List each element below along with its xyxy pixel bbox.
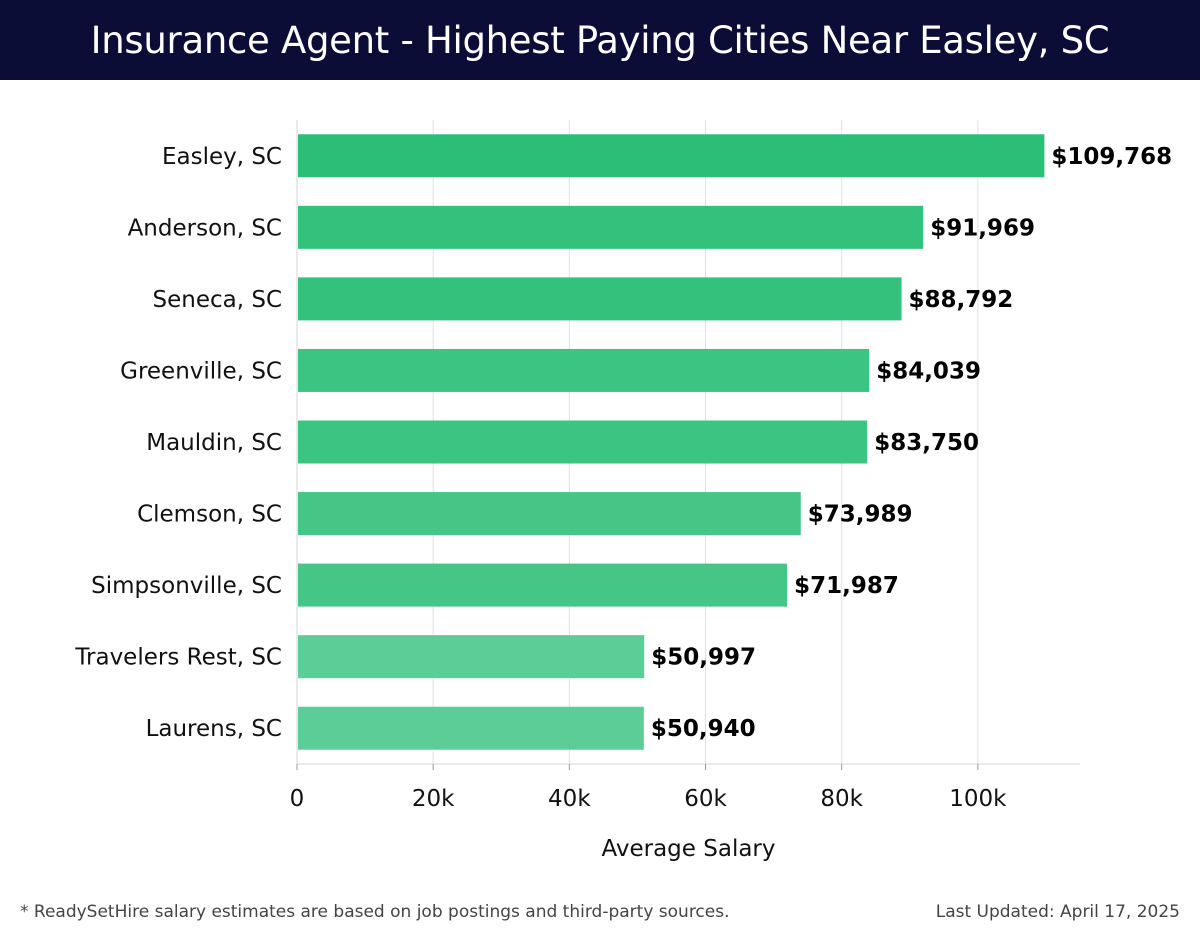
category-label: Seneca, SC — [153, 287, 283, 313]
x-axis: 0 20k 40k 60k 80k 100k — [290, 763, 1080, 812]
x-tick-label: 60k — [684, 786, 727, 812]
bar — [298, 205, 924, 249]
value-label: $83,750 — [874, 430, 979, 456]
category-label: Greenville, SC — [120, 358, 282, 384]
chart-title: Insurance Agent - Highest Paying Cities … — [0, 0, 1200, 80]
x-tick-label: 100k — [949, 786, 1007, 812]
bar — [298, 635, 645, 679]
value-label: $91,969 — [930, 215, 1035, 241]
category-label: Travelers Rest, SC — [74, 645, 282, 671]
value-label: $88,792 — [909, 287, 1014, 313]
x-tick-label: 40k — [548, 786, 591, 812]
x-tick-label: 80k — [820, 786, 863, 812]
value-label: $50,997 — [651, 645, 756, 671]
x-axis-title: Average Salary — [601, 836, 775, 862]
last-updated: Last Updated: April 17, 2025 — [935, 902, 1180, 922]
category-label: Clemson, SC — [137, 502, 282, 528]
bar — [298, 277, 902, 321]
value-label: $50,940 — [651, 716, 756, 742]
category-label: Easley, SC — [162, 144, 282, 170]
value-label: $71,987 — [794, 573, 899, 599]
bar — [298, 348, 870, 392]
footnote: * ReadySetHire salary estimates are base… — [20, 902, 730, 922]
bar — [298, 492, 801, 536]
x-tick-label: 0 — [290, 786, 305, 812]
value-label: $73,989 — [808, 502, 913, 528]
category-label: Simpsonville, SC — [91, 573, 282, 599]
value-label: $109,768 — [1051, 144, 1172, 170]
bar — [298, 706, 644, 750]
category-label: Laurens, SC — [146, 716, 282, 742]
x-tick-label: 20k — [412, 786, 455, 812]
category-label: Anderson, SC — [128, 215, 282, 241]
value-label: $84,039 — [876, 358, 981, 384]
bar-chart: Easley, SC $109,768 Anderson, SC $91,969 Sen… — [74, 120, 1172, 862]
bar — [298, 420, 868, 464]
bar — [298, 134, 1045, 178]
category-label: Mauldin, SC — [146, 430, 282, 456]
bar — [298, 563, 788, 607]
bars: Easley, SC $109,768 Anderson, SC $91,969 Sen… — [74, 134, 1172, 750]
